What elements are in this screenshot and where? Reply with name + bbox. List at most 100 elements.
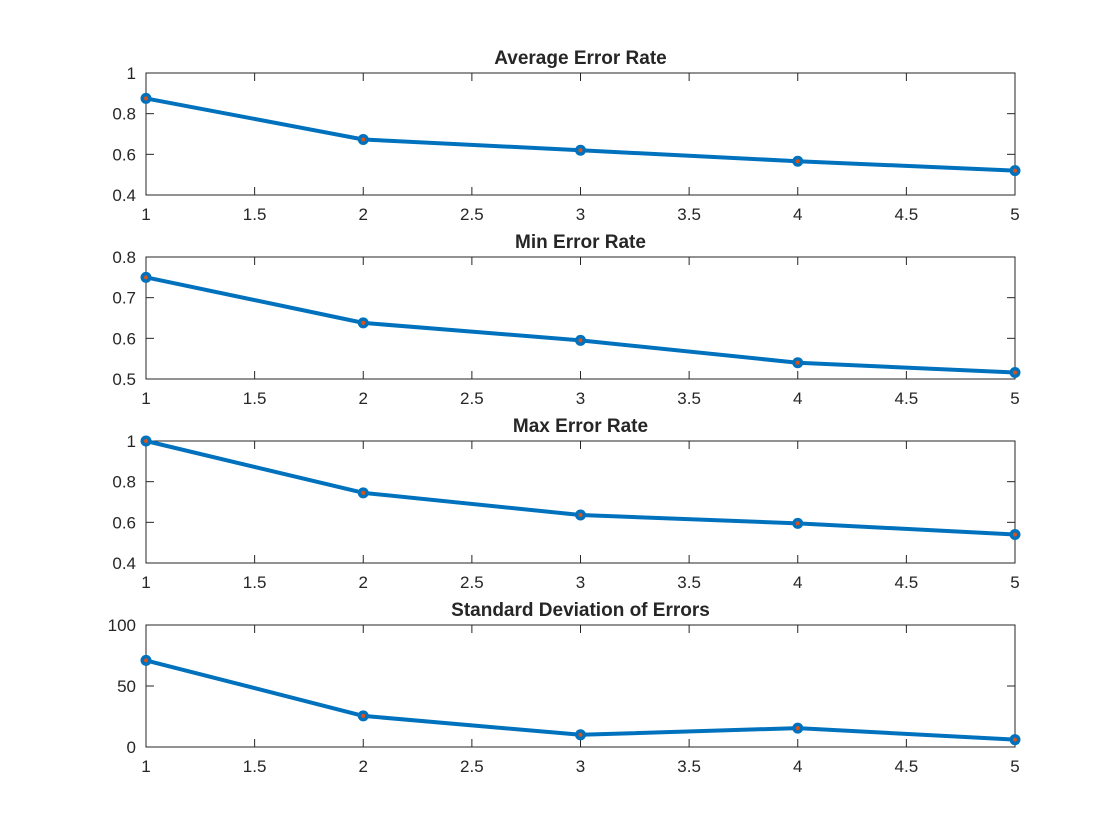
y-tick-label: 50	[117, 677, 136, 696]
subplot-title: Standard Deviation of Errors	[451, 600, 710, 621]
y-tick-label: 0.8	[112, 105, 136, 124]
data-point	[357, 710, 369, 722]
y-tick-label: 0.6	[112, 145, 136, 164]
x-tick-label: 4	[793, 205, 802, 224]
data-point	[1009, 529, 1021, 541]
data-point	[792, 722, 804, 734]
x-tick-label: 2.5	[460, 757, 484, 776]
x-tick-label: 1.5	[243, 757, 267, 776]
data-point-center	[578, 513, 583, 518]
data-point-center	[578, 148, 583, 153]
x-tick-label: 3	[576, 573, 585, 592]
data-point-center	[1013, 532, 1017, 537]
subplot-average-error-rate: Average Error Rate 1 1.5 2 2.5 3 3.5 4 4.5 5 0.4 0…	[112, 48, 1021, 224]
x-tick-label: 1	[141, 573, 150, 592]
data-point-center	[144, 96, 148, 101]
x-tick-label: 2	[359, 757, 368, 776]
subplot-title: Max Error Rate	[513, 416, 648, 437]
x-tick-label: 3.5	[677, 757, 701, 776]
data-point	[575, 144, 586, 156]
data-point-center	[361, 713, 366, 718]
axes-box	[145, 72, 1016, 196]
x-tick-label: 3.5	[677, 389, 701, 408]
subplot-min-error-rate: Min Error Rate 1 1.5 2 2.5 3 3.5 4 4.5 5 0.5 0.6 0.…	[112, 232, 1021, 408]
axes-box	[145, 624, 1016, 748]
data-point-center	[144, 658, 148, 663]
y-tick-label: 1	[127, 432, 136, 451]
y-tick-label: 0.7	[112, 289, 136, 308]
y-tick-label: 0.6	[112, 329, 136, 348]
y-tick-label: 0	[127, 738, 136, 757]
data-point-center	[795, 726, 800, 731]
x-tick-label: 2	[359, 205, 368, 224]
y-tick-label: 0.5	[112, 370, 136, 389]
data-point-center	[144, 275, 148, 280]
data-point	[575, 509, 586, 521]
data-point-center	[1013, 737, 1017, 742]
subplot-title: Average Error Rate	[494, 48, 666, 69]
data-point	[140, 435, 152, 447]
data-point-center	[795, 360, 800, 365]
data-point	[1009, 165, 1021, 177]
data-point-center	[361, 137, 366, 142]
data-point	[792, 517, 804, 529]
x-tick-label: 2	[359, 573, 368, 592]
x-tick-label: 4	[793, 757, 802, 776]
x-tick-label: 4	[793, 573, 802, 592]
data-point	[792, 357, 804, 369]
x-tick-label: 1.5	[243, 573, 267, 592]
x-tick-label: 3.5	[677, 205, 701, 224]
data-point	[1009, 366, 1021, 378]
data-point	[792, 155, 804, 167]
x-tick-label: 3	[576, 205, 585, 224]
subplot-standard-deviation-of-errors: Standard Deviation of Errors 1 1.5 2 2.5 3 3.…	[108, 600, 1021, 776]
y-tick-label: 0.4	[112, 186, 136, 205]
data-point-center	[144, 439, 148, 443]
data-point	[140, 271, 152, 283]
y-tick-label: 0.8	[112, 248, 136, 267]
data-point	[140, 92, 152, 104]
axes-box	[145, 256, 1016, 380]
data-point-center	[361, 320, 366, 325]
x-tick-label: 5	[1010, 205, 1019, 224]
x-tick-label: 1.5	[243, 205, 267, 224]
data-point	[1009, 734, 1021, 746]
data-point	[575, 334, 586, 346]
x-tick-label: 3	[576, 757, 585, 776]
data-point	[575, 729, 586, 741]
data-point	[357, 487, 369, 499]
x-tick-label: 4.5	[895, 205, 919, 224]
data-point	[357, 317, 369, 329]
data-point-center	[795, 521, 800, 526]
y-tick-label: 0.6	[112, 513, 136, 532]
data-point-center	[1013, 168, 1017, 173]
data-point-center	[795, 159, 800, 164]
x-tick-label: 1	[141, 757, 150, 776]
x-tick-label: 4.5	[895, 757, 919, 776]
x-tick-label: 1	[141, 389, 150, 408]
data-point-center	[578, 338, 583, 343]
x-tick-label: 1	[141, 205, 150, 224]
data-point	[357, 133, 369, 145]
axes-box	[145, 440, 1016, 564]
x-tick-label: 5	[1010, 757, 1019, 776]
x-tick-label: 2.5	[460, 205, 484, 224]
x-tick-label: 5	[1010, 389, 1019, 408]
x-tick-label: 4	[793, 389, 802, 408]
subplot-max-error-rate: Max Error Rate 1 1.5 2 2.5 3 3.5 4 4.5 5 0.4 0.6 0.…	[112, 416, 1021, 592]
x-tick-label: 1.5	[243, 389, 267, 408]
y-tick-label: 0.8	[112, 473, 136, 492]
data-point-center	[578, 732, 583, 737]
data-point-center	[1013, 370, 1017, 375]
x-tick-label: 2.5	[460, 389, 484, 408]
x-tick-label: 3	[576, 389, 585, 408]
data-point-center	[361, 490, 366, 495]
y-tick-label: 1	[127, 64, 136, 83]
x-tick-label: 4.5	[895, 573, 919, 592]
subplot-title: Min Error Rate	[515, 232, 646, 253]
x-tick-label: 2	[359, 389, 368, 408]
x-tick-label: 4.5	[895, 389, 919, 408]
x-tick-label: 2.5	[460, 573, 484, 592]
x-tick-label: 5	[1010, 573, 1019, 592]
